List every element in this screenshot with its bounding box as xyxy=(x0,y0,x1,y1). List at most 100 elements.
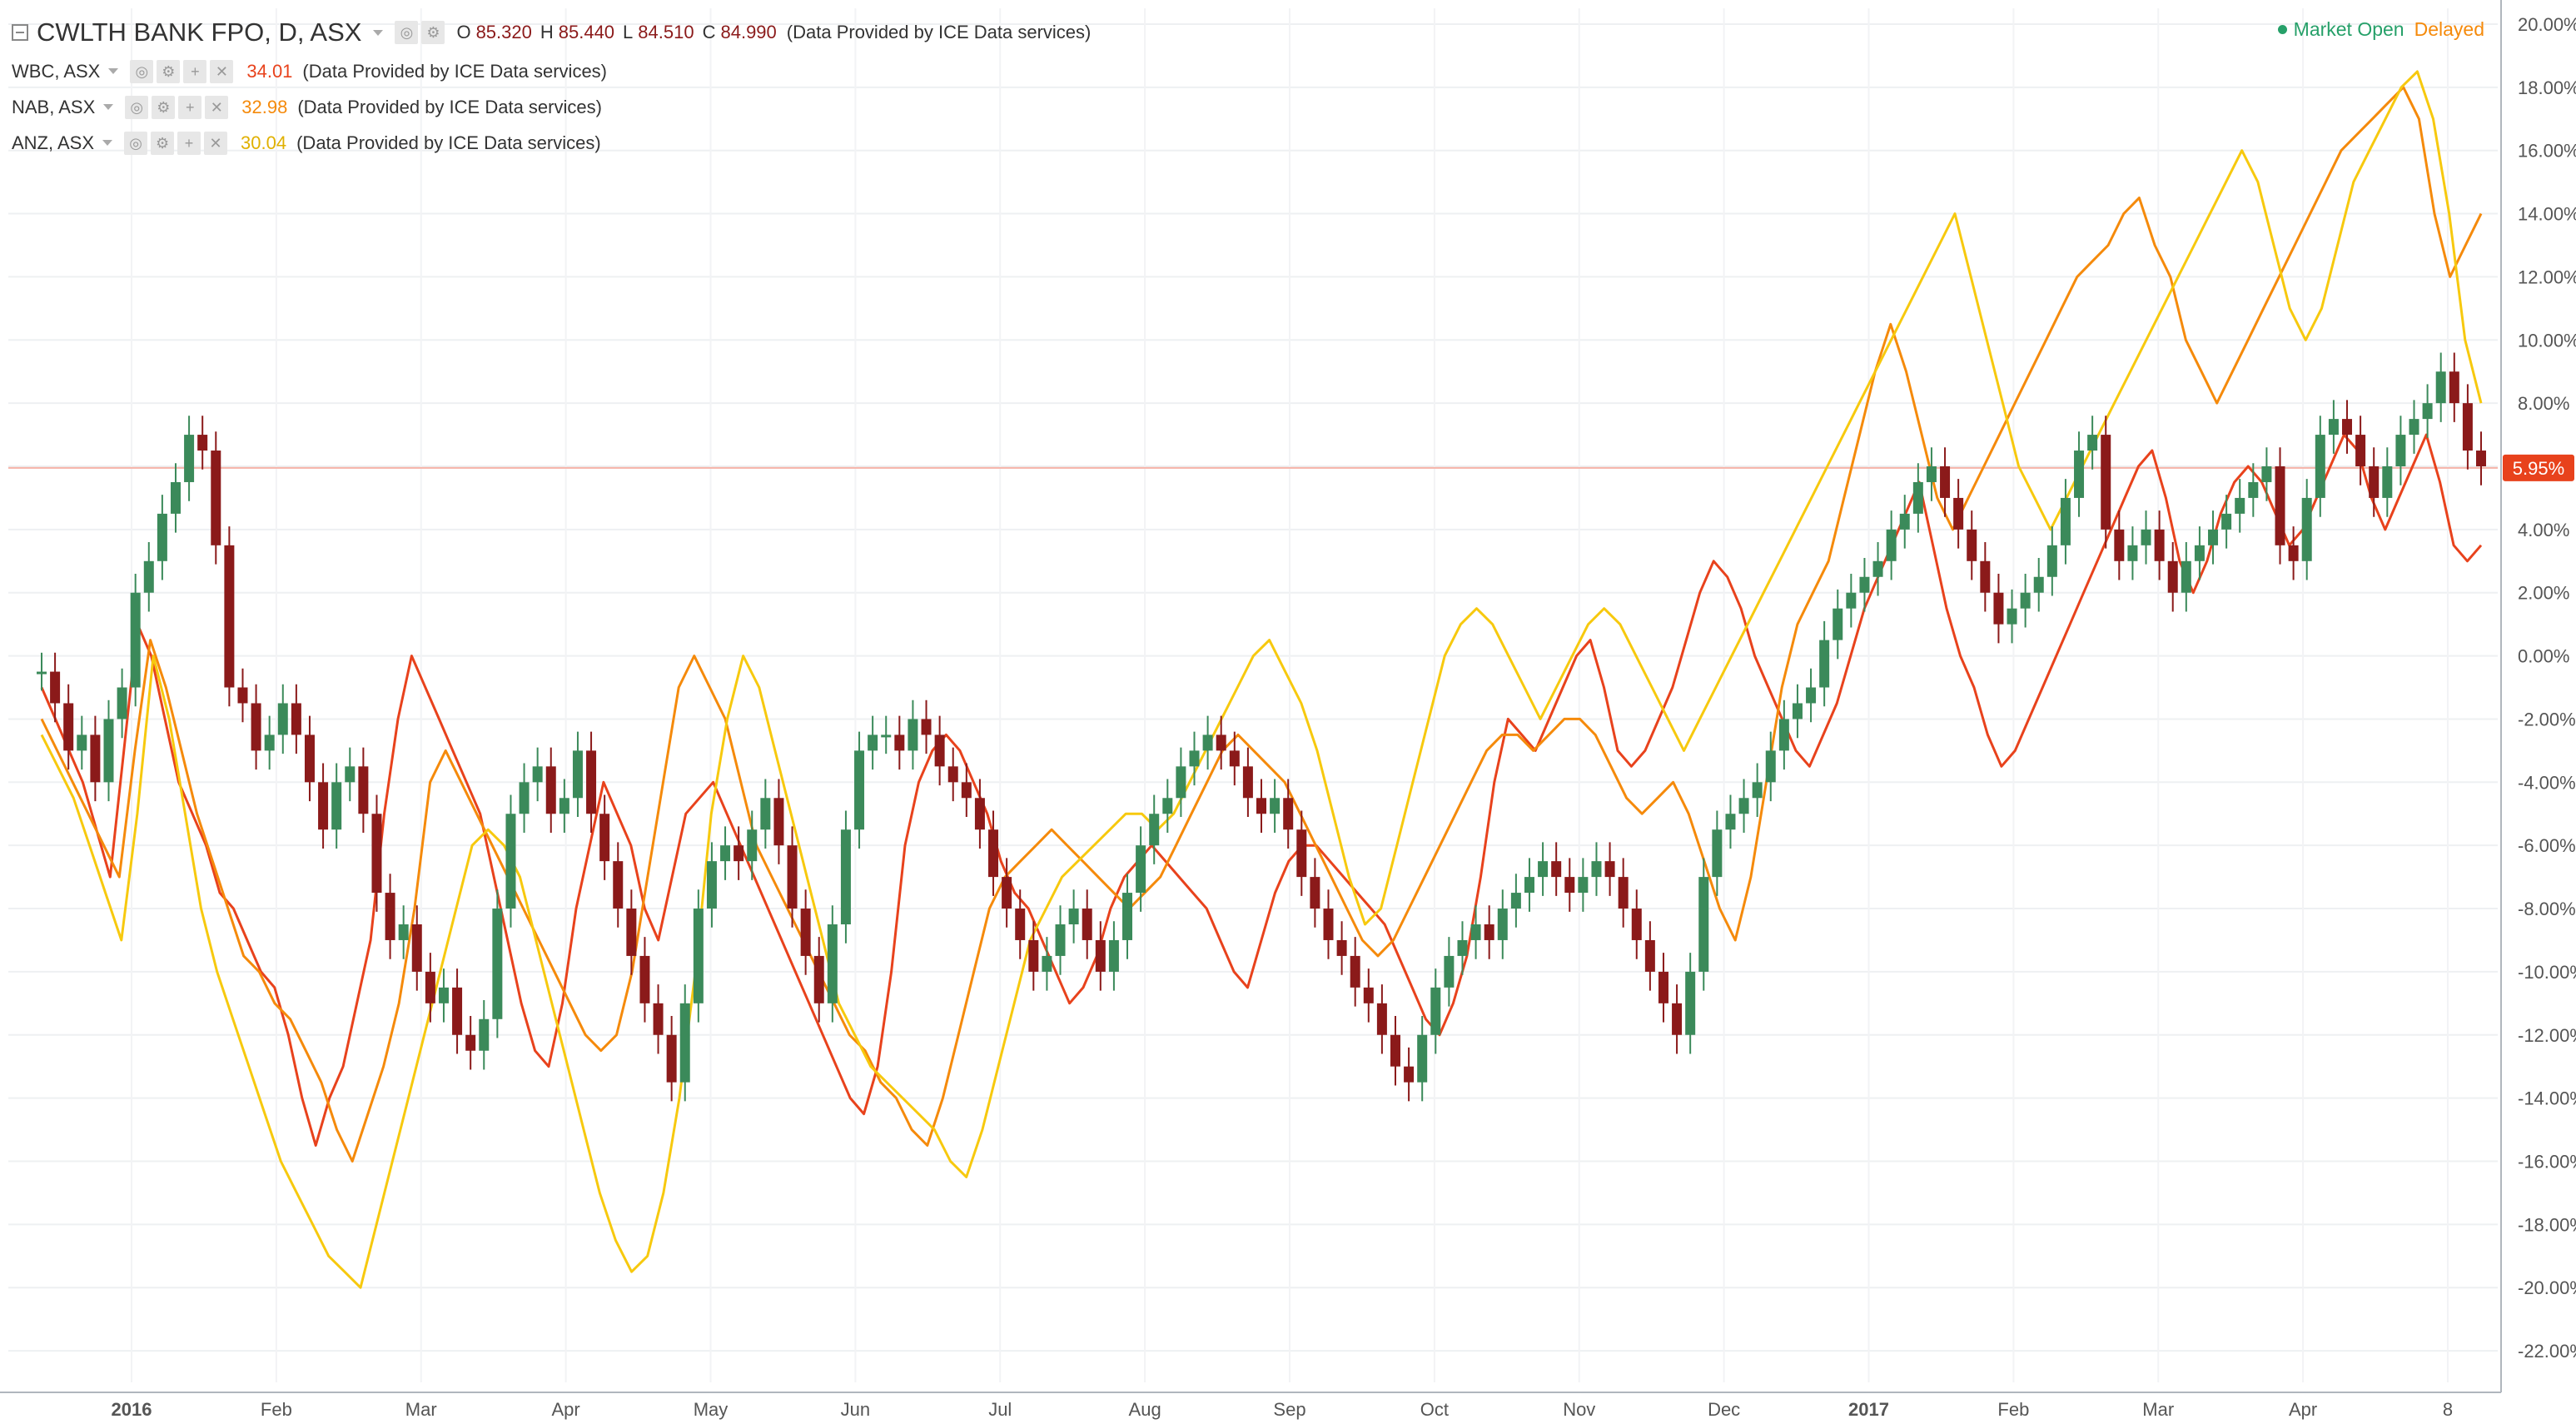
candle-body[interactable] xyxy=(787,845,798,909)
candle-body[interactable] xyxy=(1631,909,1642,940)
candle-body[interactable] xyxy=(50,671,61,704)
candle-body[interactable] xyxy=(465,1034,476,1051)
candle-body[interactable] xyxy=(1912,481,1923,514)
candle-body[interactable] xyxy=(143,560,154,593)
candle-body[interactable] xyxy=(251,703,261,751)
candle-body[interactable] xyxy=(988,829,999,878)
candle-body[interactable] xyxy=(773,798,784,846)
candle-body[interactable] xyxy=(2476,451,2486,466)
candle-body[interactable] xyxy=(2261,466,2272,482)
plus-icon[interactable]: + xyxy=(183,59,207,83)
candle-body[interactable] xyxy=(1859,576,1870,593)
candle-body[interactable] xyxy=(157,513,167,561)
candle-body[interactable] xyxy=(103,719,114,783)
candle-body[interactable] xyxy=(519,782,530,814)
candle-body[interactable] xyxy=(1176,766,1186,799)
candle-body[interactable] xyxy=(452,987,463,1035)
candle-body[interactable] xyxy=(2033,576,2044,593)
candle-body[interactable] xyxy=(37,671,47,675)
candle-body[interactable] xyxy=(908,719,918,751)
candle-body[interactable] xyxy=(2275,466,2285,545)
candle-body[interactable] xyxy=(371,814,382,894)
candle-body[interactable] xyxy=(2101,435,2111,530)
candle-body[interactable] xyxy=(184,435,195,482)
candle-body[interactable] xyxy=(1323,909,1334,940)
candle-body[interactable] xyxy=(1899,513,1910,530)
candle-body[interactable] xyxy=(211,451,221,545)
candle-body[interactable] xyxy=(2141,529,2151,545)
candle-body[interactable] xyxy=(1940,466,1951,498)
candle-body[interactable] xyxy=(1993,592,2004,625)
candle-body[interactable] xyxy=(1082,909,1092,940)
candle-body[interactable] xyxy=(1417,1034,1428,1083)
candle-body[interactable] xyxy=(1444,955,1455,988)
candle-body[interactable] xyxy=(411,924,422,972)
candle-body[interactable] xyxy=(1980,560,1991,593)
candle-body[interactable] xyxy=(1015,909,1026,940)
plus-icon[interactable]: + xyxy=(178,95,202,119)
candle-body[interactable] xyxy=(2409,419,2419,436)
candle-body[interactable] xyxy=(1712,829,1723,878)
candle-body[interactable] xyxy=(760,798,771,830)
candle-body[interactable] xyxy=(1122,893,1133,940)
compare-symbol[interactable]: WBC, ASX xyxy=(12,60,101,82)
chevron-down-icon[interactable] xyxy=(373,29,384,36)
series-line-2[interactable] xyxy=(40,86,2483,1163)
candle-body[interactable] xyxy=(1685,971,1696,1035)
candle-body[interactable] xyxy=(1336,939,1347,956)
candle-body[interactable] xyxy=(1484,924,1494,940)
candle-body[interactable] xyxy=(77,734,87,751)
candle-body[interactable] xyxy=(840,829,851,924)
candle-body[interactable] xyxy=(1967,529,1977,561)
gear-icon[interactable]: ⚙ xyxy=(151,131,175,155)
candle-body[interactable] xyxy=(237,687,248,704)
candle-body[interactable] xyxy=(264,734,275,751)
candle-body[interactable] xyxy=(1028,939,1039,972)
candle-body[interactable] xyxy=(90,734,101,783)
candle-body[interactable] xyxy=(813,955,824,1003)
candle-body[interactable] xyxy=(1497,909,1508,940)
candle-body[interactable] xyxy=(1953,497,1964,530)
candle-body[interactable] xyxy=(385,893,395,940)
candle-body[interactable] xyxy=(358,766,369,814)
candle-body[interactable] xyxy=(2127,545,2138,561)
candle-body[interactable] xyxy=(1672,1003,1683,1035)
candle-body[interactable] xyxy=(224,545,235,688)
candle-body[interactable] xyxy=(2248,481,2259,498)
candle-body[interactable] xyxy=(2087,435,2098,451)
candle-body[interactable] xyxy=(1202,734,1213,751)
compare-symbol[interactable]: NAB, ASX xyxy=(12,96,96,117)
candle-body[interactable] xyxy=(2074,451,2085,498)
candle-body[interactable] xyxy=(2382,466,2393,498)
candle-body[interactable] xyxy=(345,766,356,783)
candle-body[interactable] xyxy=(559,798,569,814)
chevron-down-icon[interactable] xyxy=(102,140,113,146)
candle-body[interactable] xyxy=(1792,703,1803,719)
candle-body[interactable] xyxy=(1591,861,1602,878)
eye-icon[interactable]: ◎ xyxy=(125,95,149,119)
candle-body[interactable] xyxy=(586,750,597,814)
candle-body[interactable] xyxy=(1310,877,1320,909)
candle-body[interactable] xyxy=(1108,939,1119,972)
candle-body[interactable] xyxy=(1095,939,1106,972)
candle-body[interactable] xyxy=(2020,592,2031,609)
candle-body[interactable] xyxy=(2328,419,2339,436)
candle-body[interactable] xyxy=(666,1034,677,1083)
candle-body[interactable] xyxy=(2114,529,2125,561)
candle-body[interactable] xyxy=(921,719,932,735)
candle-body[interactable] xyxy=(881,734,892,738)
candle-body[interactable] xyxy=(1833,608,1843,640)
candle-body[interactable] xyxy=(1551,861,1562,878)
candle-body[interactable] xyxy=(2449,371,2459,404)
candle-body[interactable] xyxy=(197,435,208,451)
candle-body[interactable] xyxy=(1578,877,1589,894)
eye-icon[interactable]: ◎ xyxy=(124,131,148,155)
candle-body[interactable] xyxy=(2369,466,2380,498)
series-line-1[interactable] xyxy=(40,433,2483,1147)
candle-body[interactable] xyxy=(1564,877,1575,894)
candle-body[interactable] xyxy=(130,592,141,688)
gear-icon[interactable]: ⚙ xyxy=(152,95,176,119)
candle-body[interactable] xyxy=(2221,513,2232,530)
candle-body[interactable] xyxy=(2435,371,2446,404)
candle-body[interactable] xyxy=(1430,987,1441,1035)
